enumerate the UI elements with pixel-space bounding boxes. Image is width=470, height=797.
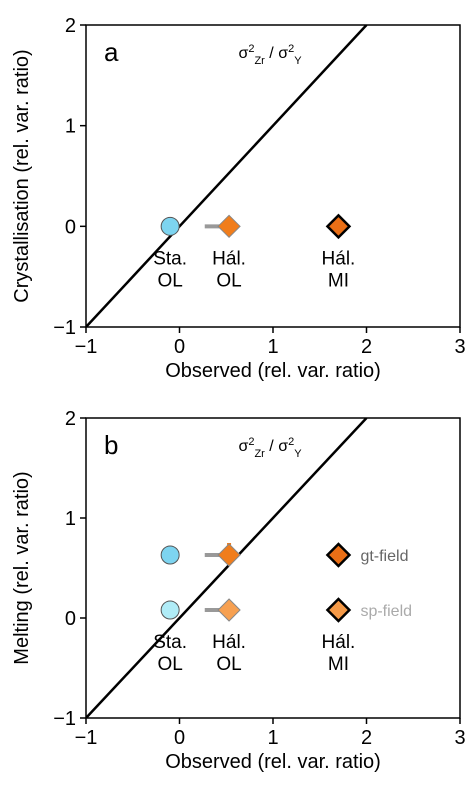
annotation-part: 2 bbox=[248, 436, 254, 448]
y-tick-label: −1 bbox=[53, 708, 76, 730]
x-tick-label: −1 bbox=[75, 336, 98, 358]
x-tick-label: 3 bbox=[454, 336, 465, 358]
point bbox=[160, 600, 180, 620]
legend-label: gt-field bbox=[360, 548, 408, 565]
point-label: Hál. bbox=[212, 248, 246, 269]
y-tick-label: −1 bbox=[53, 317, 76, 339]
y-axis-label: Melting (rel. var. ratio) bbox=[11, 471, 33, 664]
y-axis-label: Crystallisation (rel. var. ratio) bbox=[11, 49, 33, 302]
point bbox=[325, 213, 352, 240]
annotation-part: Y bbox=[294, 55, 302, 67]
y-tick-label: 2 bbox=[65, 15, 76, 37]
y-tick-label: 0 bbox=[65, 608, 76, 630]
annotation-part: / bbox=[265, 438, 278, 455]
annotation-part: σ bbox=[238, 438, 248, 455]
point-label: OL bbox=[157, 270, 182, 291]
point-label: OL bbox=[216, 654, 241, 675]
point-label: Sta. bbox=[153, 248, 187, 269]
panel-label: a bbox=[104, 37, 119, 67]
y-tick-label: 0 bbox=[65, 216, 76, 238]
x-tick-label: 2 bbox=[361, 336, 372, 358]
annotation-part: 2 bbox=[288, 43, 294, 55]
one-to-one-line bbox=[86, 25, 368, 327]
point-label: Hál. bbox=[212, 632, 246, 653]
point-label: Hál. bbox=[322, 248, 356, 269]
y-tick-label: 1 bbox=[65, 116, 76, 138]
point bbox=[325, 597, 352, 623]
annotation-part: σ bbox=[278, 438, 288, 455]
x-tick-label: 0 bbox=[174, 336, 185, 358]
point bbox=[325, 542, 352, 568]
point-label: OL bbox=[216, 270, 241, 291]
point bbox=[217, 598, 241, 622]
point-label: Hál. bbox=[322, 632, 356, 653]
legend-label: sp-field bbox=[360, 603, 412, 620]
point-label: MI bbox=[328, 270, 349, 291]
annotation-part: 2 bbox=[248, 43, 254, 55]
plot-frame bbox=[85, 417, 461, 719]
annotation: σ2Zr / σ2Y bbox=[238, 43, 302, 67]
annotation-part: 2 bbox=[288, 436, 294, 448]
x-tick-label: −1 bbox=[75, 727, 98, 749]
annotation-part: / bbox=[265, 45, 278, 62]
point bbox=[160, 216, 180, 236]
annotation: σ2Zr / σ2Y bbox=[238, 436, 302, 460]
x-tick-label: 3 bbox=[454, 727, 465, 749]
x-tick-label: 1 bbox=[267, 336, 278, 358]
one-to-one-line bbox=[86, 418, 368, 718]
point-label: Sta. bbox=[153, 632, 187, 653]
annotation-part: Zr bbox=[254, 448, 265, 460]
annotation-part: Y bbox=[294, 448, 302, 460]
annotation-part: σ bbox=[278, 45, 288, 62]
x-axis-label: Observed (rel. var. ratio) bbox=[165, 360, 381, 382]
annotation-part: Zr bbox=[254, 55, 265, 67]
plot-frame bbox=[85, 24, 461, 328]
panel-label: b bbox=[104, 430, 118, 460]
x-tick-label: 2 bbox=[361, 727, 372, 749]
point bbox=[217, 543, 241, 567]
x-tick-label: 0 bbox=[174, 727, 185, 749]
point bbox=[160, 545, 180, 565]
point-label: OL bbox=[157, 654, 182, 675]
annotation-part: σ bbox=[238, 45, 248, 62]
x-tick-label: 1 bbox=[267, 727, 278, 749]
point-label: MI bbox=[328, 654, 349, 675]
y-tick-label: 1 bbox=[65, 508, 76, 530]
x-axis-label: Observed (rel. var. ratio) bbox=[165, 751, 381, 773]
point bbox=[217, 214, 241, 239]
y-tick-label: 2 bbox=[65, 408, 76, 430]
